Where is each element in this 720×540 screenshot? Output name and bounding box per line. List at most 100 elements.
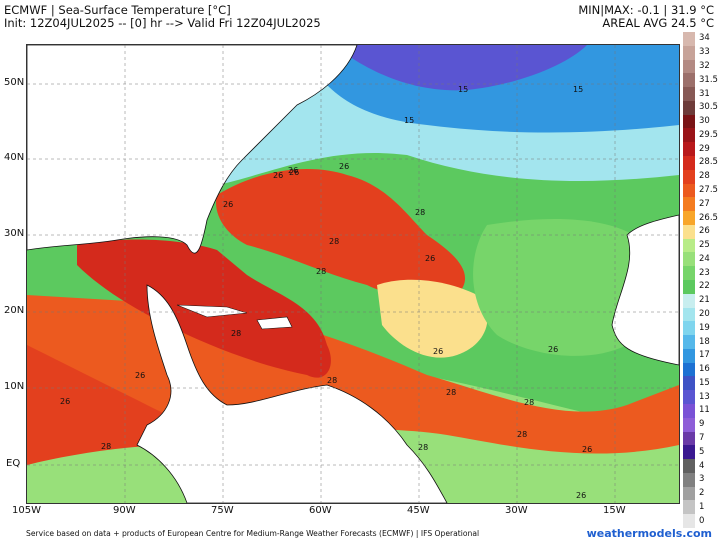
colorbar-label: 33 [699,47,710,58]
colorbar-label: 31 [699,88,710,99]
colorbar-label: 31.5 [699,74,718,85]
colorbar-swatch [683,307,695,322]
contour-label: 26 [548,345,558,354]
colorbar [683,32,695,529]
contour-label: 26 [433,347,443,356]
colorbar-label: 4 [699,460,705,471]
colorbar-swatch [683,169,695,185]
land-africa [611,214,679,366]
colorbar-label: 21 [699,295,710,306]
land-hispaniola [256,316,293,330]
lon-label-30w: 30W [505,505,528,516]
land-cuba [176,304,248,318]
min-max-readout: MIN|MAX: -0.1 | 31.9 °C [578,3,714,17]
colorbar-label: 20 [699,308,710,319]
contour-label: 15 [573,85,583,94]
colorbar-swatch [683,348,695,364]
colorbar-label: 15 [699,377,710,388]
lon-label-75w: 75W [211,505,234,516]
colorbar-label: 34 [699,33,710,44]
colorbar-swatch [683,417,695,433]
colorbar-swatch [683,293,695,309]
colorbar-swatch [683,500,695,515]
colorbar-label: 29 [699,143,710,154]
brand-link[interactable]: weathermodels.com [586,527,712,540]
data-source-note: Service based on data + products of Euro… [26,529,480,538]
lat-label-40n: 40N [4,152,25,163]
colorbar-swatch [683,128,695,143]
colorbar-swatch [683,87,695,102]
colorbar-swatch [683,335,695,350]
colorbar-swatch [683,238,695,253]
colorbar-swatch [683,486,695,501]
colorbar-label: 24 [699,253,710,264]
graticule [27,45,679,503]
colorbar-swatch [683,376,695,391]
colorbar-label: 27 [699,198,710,209]
lon-label-60w: 60W [309,505,332,516]
contour-label: 28 [231,329,241,338]
colorbar-label: 27.5 [699,184,718,195]
colorbar-label: 0 [699,515,705,526]
sst-field-canary [473,219,647,356]
colorbar-label: 1 [699,501,705,512]
map-title: ECMWF | Sea-Surface Temperature [°C] [4,3,231,17]
areal-average-readout: AREAL AVG 24.5 °C [602,16,714,30]
colorbar-swatch [683,45,695,61]
colorbar-swatch [683,197,695,212]
colorbar-swatch [683,266,695,281]
colorbar-label: 5 [699,446,705,457]
contour-label: 28 [415,208,425,217]
colorbar-label: 7 [699,432,705,443]
colorbar-swatch [683,224,695,240]
contour-label: 28 [517,430,527,439]
colorbar-swatch [683,59,695,74]
colorbar-label: 19 [699,322,710,333]
colorbar-swatch [683,156,695,171]
contour-label: 26 [273,171,283,180]
colorbar-swatch [683,404,695,419]
contour-label: 28 [446,388,456,397]
lat-label-50n: 50N [4,77,25,88]
lon-label-105w: 105W [12,505,41,516]
colorbar-swatch [683,183,695,198]
colorbar-swatch [683,211,695,226]
colorbar-label: 11 [699,405,710,416]
init-valid-time: Init: 12Z04JUL2025 -- [0] hr --> Valid F… [4,16,321,30]
colorbar-swatch [683,142,695,157]
colorbar-label: 22 [699,281,710,292]
contour-label: 28 [316,267,326,276]
contour-label: 26 [576,491,586,500]
colorbar-label: 9 [699,419,705,430]
contour-label: 26 [288,166,298,175]
contour-label: 26 [425,254,435,263]
sst-field-gulf-stream [216,169,466,300]
contour-label: 15 [404,116,414,125]
land-central-south-america [136,284,448,503]
colorbar-label: 13 [699,391,710,402]
contour-label: 28 [524,398,534,407]
colorbar-swatch [683,431,695,446]
colorbar-label: 30.5 [699,102,718,113]
colorbar-swatch [683,280,695,295]
lat-label-30n: 30N [4,228,25,239]
lat-label-20n: 20N [4,305,25,316]
colorbar-swatch [683,73,695,88]
contour-label: 26 [135,371,145,380]
colorbar-swatch [683,321,695,336]
colorbar-label: 28 [699,171,710,182]
colorbar-swatch [683,114,695,129]
sst-field-labrador [347,45,587,91]
contour-label: 26 [582,445,592,454]
sst-map-canvas: 15 15 15 26 26 26 28 26 28 28 26 28 26 28 28 28 26 26 28 28… [27,45,679,503]
contour-label: 28 [329,237,339,246]
contour-label: 26 [223,200,233,209]
contour-label: 28 [101,442,111,451]
colorbar-swatch [683,362,695,377]
colorbar-swatch [683,252,695,267]
colorbar-label: 2 [699,488,705,499]
colorbar-swatch [683,100,695,116]
colorbar-label: 29.5 [699,129,718,140]
colorbar-label: 28.5 [699,157,718,168]
lat-label-eq: EQ [6,458,21,469]
